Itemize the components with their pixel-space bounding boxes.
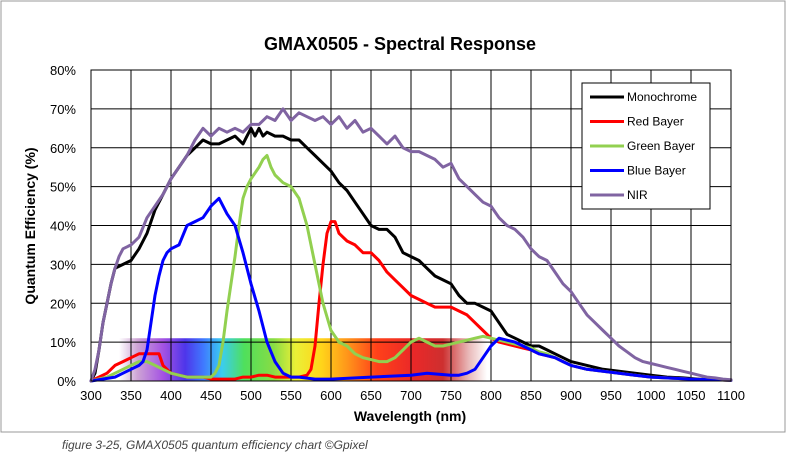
x-tick-label: 1050: [677, 388, 706, 403]
x-tick-label: 600: [320, 388, 342, 403]
spectral-response-chart: GMAX0505 - Spectral Response 300 350 400 45…: [0, 0, 786, 433]
y-tick-label: 80%: [50, 63, 76, 78]
x-tick-label: 550: [280, 388, 302, 403]
x-axis-label: Wavelength (nm): [354, 408, 466, 424]
x-tick-label: 700: [400, 388, 422, 403]
y-tick-label: 70%: [50, 102, 76, 117]
legend-label-red-bayer: Red Bayer: [627, 115, 684, 129]
y-tick-label: 30%: [50, 257, 76, 272]
x-tick-label: 1100: [717, 388, 745, 403]
x-tick-label: 450: [200, 388, 222, 403]
series-layer: [89, 107, 733, 383]
legend-label-blue-bayer: Blue Bayer: [627, 164, 686, 178]
x-tick-label: 350: [120, 388, 142, 403]
figure-caption: figure 3-25, GMAX0505 quantum efficiency…: [62, 438, 368, 452]
legend-label-green-bayer: Green Bayer: [627, 139, 695, 153]
legend: Monochrome Red Bayer Green Bayer Blue Bayer…: [581, 82, 711, 210]
axis-layer: 300 350 400 450 500 550 600 650 700 750 800 850 900 9…: [50, 63, 745, 403]
x-tick-label: 900: [560, 388, 582, 403]
x-tick-label: 850: [520, 388, 542, 403]
series-line-blue-bayer: [89, 196, 733, 383]
plot-area: [90, 69, 732, 382]
x-tick-label: 800: [480, 388, 502, 403]
y-tick-label: 0%: [57, 374, 76, 389]
chart-frame: GMAX0505 - Spectral Response 300 350 400 45…: [0, 0, 786, 433]
series-line-nir: [89, 107, 733, 383]
y-tick-label: 40%: [50, 219, 76, 234]
chart-title: GMAX0505 - Spectral Response: [264, 34, 536, 54]
y-tick-label: 10%: [50, 335, 76, 350]
x-tick-label: 400: [160, 388, 182, 403]
x-tick-label: 950: [600, 388, 622, 403]
y-tick-label: 20%: [50, 296, 76, 311]
x-tick-label: 500: [240, 388, 262, 403]
x-tick-label: 300: [80, 388, 102, 403]
x-tick-label: 750: [440, 388, 462, 403]
legend-label-nir: NIR: [627, 188, 648, 202]
x-tick-label: 650: [360, 388, 382, 403]
legend-label-monochrome: Monochrome: [627, 90, 697, 104]
x-tick-label: 1000: [637, 388, 666, 403]
y-axis-label: Quantum Efficiency (%): [22, 147, 38, 304]
y-tick-label: 50%: [50, 180, 76, 195]
y-tick-label: 60%: [50, 141, 76, 156]
